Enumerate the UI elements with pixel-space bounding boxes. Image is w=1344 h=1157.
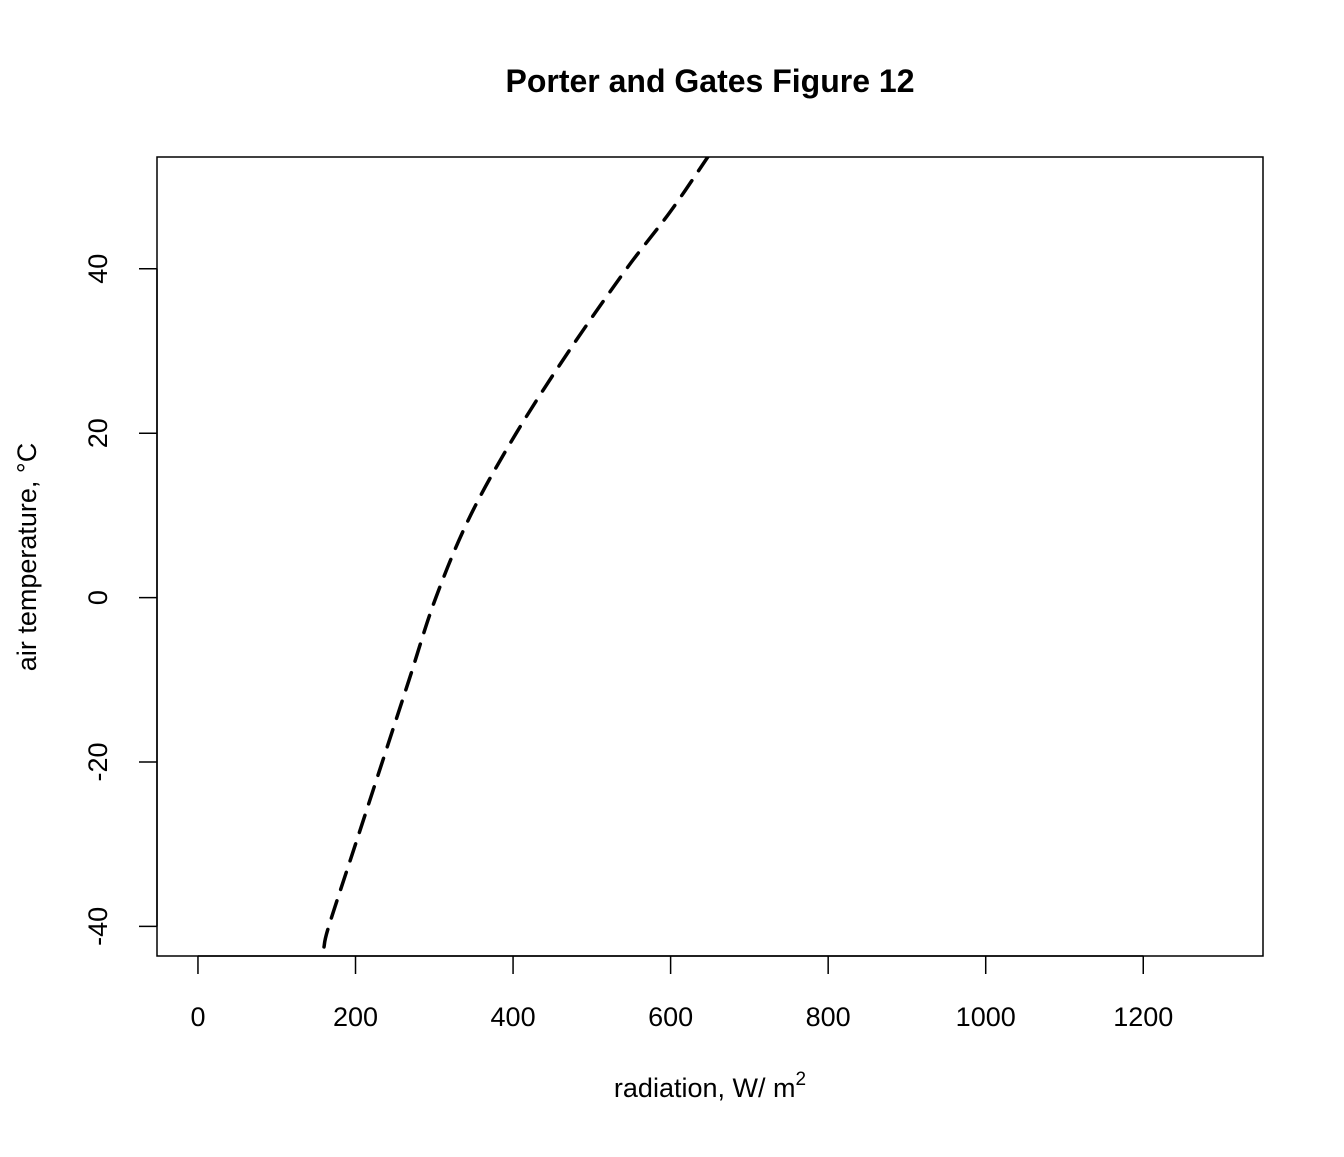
x-tick-label: 0 xyxy=(190,1002,205,1032)
x-tick-label: 1000 xyxy=(956,1002,1016,1032)
y-tick-label: -40 xyxy=(83,907,113,946)
x-tick-label: 200 xyxy=(333,1002,378,1032)
y-tick-label: 0 xyxy=(83,590,113,605)
chart-title: Porter and Gates Figure 12 xyxy=(505,63,914,99)
y-axis-label: air temperature, °C xyxy=(12,443,42,671)
x-axis-label: radiation, W/ m2 xyxy=(614,1069,806,1103)
y-tick-label: -20 xyxy=(83,742,113,781)
y-axis: -40 -20 0 20 40 xyxy=(83,254,158,946)
y-tick-label: 20 xyxy=(83,418,113,448)
plot-frame xyxy=(156,156,1264,957)
x-tick-label: 800 xyxy=(806,1002,851,1032)
series-line xyxy=(322,157,710,949)
y-tick-label: 40 xyxy=(83,254,113,284)
x-tick-label: 400 xyxy=(491,1002,536,1032)
x-axis: 0 200 400 600 800 1000 1200 xyxy=(190,955,1173,1032)
x-tick-label: 1200 xyxy=(1113,1002,1173,1032)
x-axis-label-text: radiation, W/ m xyxy=(614,1073,796,1103)
x-tick-label: 600 xyxy=(648,1002,693,1032)
x-axis-label-superscript: 2 xyxy=(795,1069,806,1090)
